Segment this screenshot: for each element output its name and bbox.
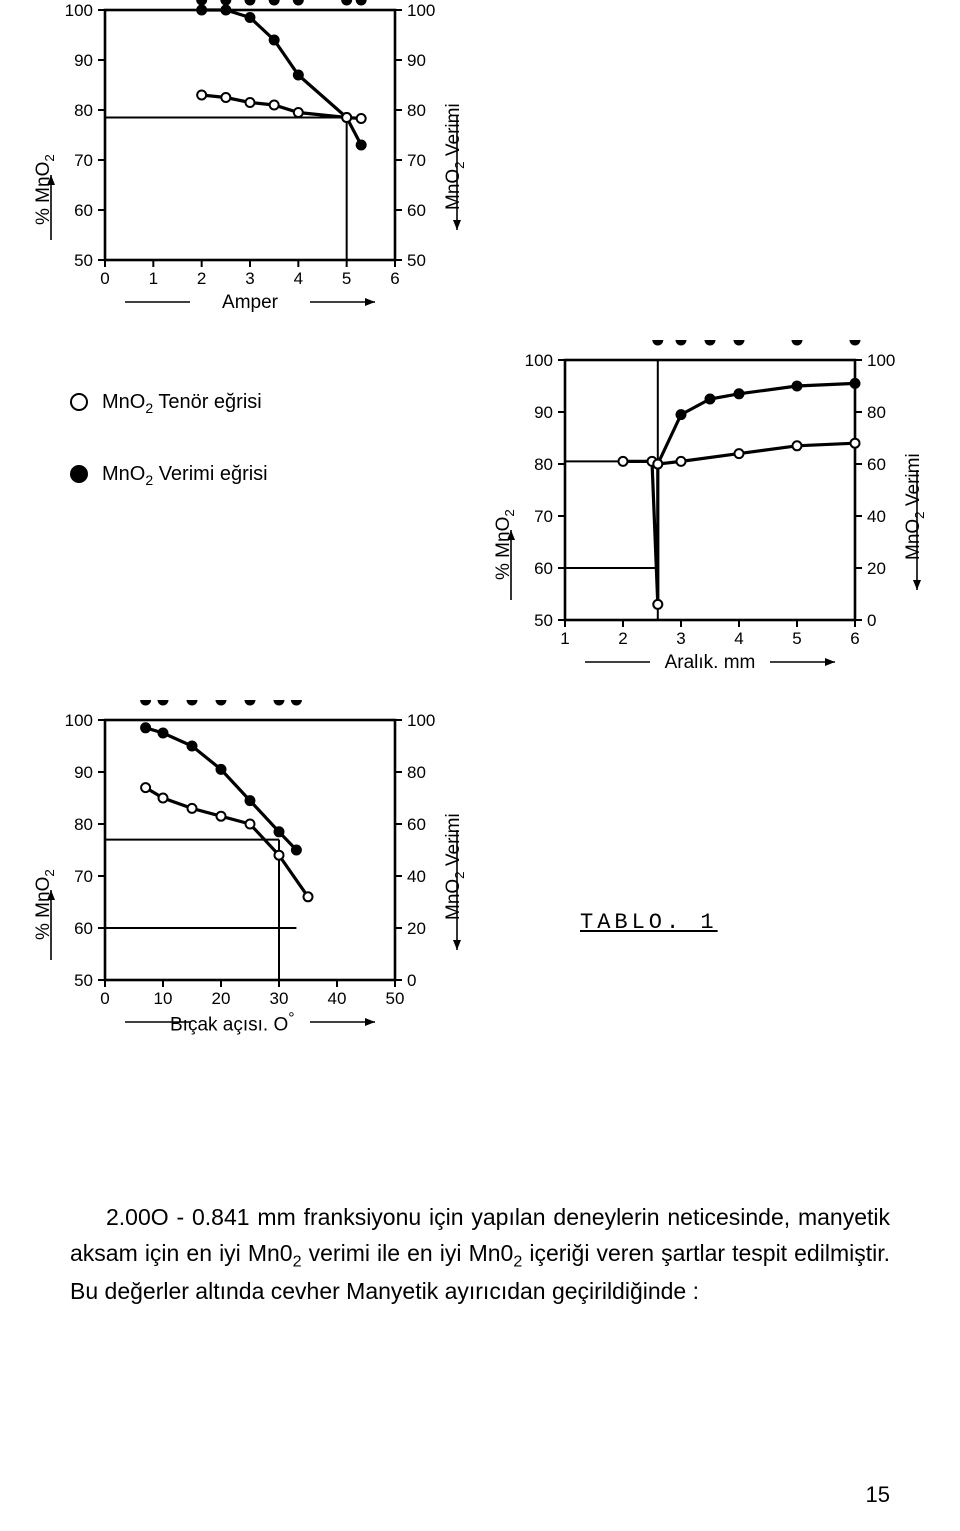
svg-text:50: 50: [74, 971, 93, 990]
body-paragraph: 2.00O - 0.841 mm franksiyonu için yapıla…: [70, 1200, 890, 1310]
svg-text:0: 0: [100, 269, 109, 288]
legend-item-verimi: MnO2 Verimi eğrisi: [70, 452, 268, 496]
filled-circle-icon: [70, 465, 88, 483]
svg-text:6: 6: [390, 269, 399, 288]
svg-text:40: 40: [407, 867, 426, 886]
svg-text:5: 5: [792, 629, 801, 648]
svg-text:80: 80: [74, 815, 93, 834]
svg-text:1: 1: [560, 629, 569, 648]
svg-text:0: 0: [407, 971, 416, 990]
chart-aralik: 1 2 3 4 5 6 50 60 70 80 90 100 0 20 40 60 80 100 Aralık. m…: [465, 340, 945, 715]
svg-text:70: 70: [74, 151, 93, 170]
svg-text:70: 70: [534, 507, 553, 526]
svg-text:30: 30: [270, 989, 289, 1008]
svg-text:90: 90: [534, 403, 553, 422]
svg-text:1: 1: [149, 269, 158, 288]
svg-text:90: 90: [74, 763, 93, 782]
svg-text:80: 80: [867, 403, 886, 422]
svg-text:90: 90: [74, 51, 93, 70]
svg-text:2: 2: [197, 269, 206, 288]
svg-text:60: 60: [867, 455, 886, 474]
svg-text:80: 80: [407, 101, 426, 120]
page: 012345650607080901005060708090100Amper% …: [10, 10, 950, 1520]
svg-text:60: 60: [74, 919, 93, 938]
svg-text:100: 100: [407, 1, 435, 20]
svg-text:Amper: Amper: [222, 292, 279, 313]
legend-label: MnO2 Verimi eğrisi: [102, 452, 268, 496]
svg-text:10: 10: [154, 989, 173, 1008]
chart-aralik-svg: 1 2 3 4 5 6 50 60 70 80 90 100 0 20 40 60 80 100 Aralık. m…: [465, 340, 945, 710]
svg-text:2: 2: [618, 629, 627, 648]
svg-text:100: 100: [65, 1, 93, 20]
svg-text:20: 20: [212, 989, 231, 1008]
svg-text:90: 90: [407, 51, 426, 70]
svg-text:50: 50: [386, 989, 405, 1008]
svg-text:Aralık. mm: Aralık. mm: [665, 652, 756, 673]
svg-text:100: 100: [407, 711, 435, 730]
svg-text:70: 70: [74, 867, 93, 886]
svg-text:60: 60: [74, 201, 93, 220]
open-circle-icon: [70, 393, 88, 411]
svg-text:70: 70: [407, 151, 426, 170]
chart-amper: 012345650607080901005060708090100Amper% …: [10, 0, 480, 345]
svg-text:0: 0: [867, 611, 876, 630]
svg-text:3: 3: [245, 269, 254, 288]
tablo-label: TABLO. 1: [580, 910, 718, 935]
svg-text:20: 20: [867, 559, 886, 578]
svg-text:6: 6: [850, 629, 859, 648]
svg-text:100: 100: [867, 351, 895, 370]
paragraph-text: 2.00O - 0.841 mm franksiyonu için yapıla…: [70, 1204, 890, 1304]
svg-text:100: 100: [65, 711, 93, 730]
svg-text:0: 0: [100, 989, 109, 1008]
svg-text:40: 40: [328, 989, 347, 1008]
svg-text:80: 80: [74, 101, 93, 120]
chart-bicak: 010203040505060708090100020406080100Bıça…: [10, 700, 480, 1075]
svg-text:5: 5: [342, 269, 351, 288]
chart-amper-svg: 012345650607080901005060708090100Amper% …: [10, 0, 480, 340]
chart-bicak-svg: 010203040505060708090100020406080100Bıça…: [10, 700, 480, 1070]
legend-item-tenor: MnO2 Tenör eğrisi: [70, 380, 268, 424]
svg-text:60: 60: [534, 559, 553, 578]
svg-text:4: 4: [294, 269, 303, 288]
svg-text:50: 50: [534, 611, 553, 630]
legend: MnO2 Tenör eğrisi MnO2 Verimi eğrisi: [70, 380, 268, 524]
page-number: 15: [866, 1482, 890, 1508]
svg-text:80: 80: [534, 455, 553, 474]
legend-label: MnO2 Tenör eğrisi: [102, 380, 262, 424]
svg-text:80: 80: [407, 763, 426, 782]
svg-text:60: 60: [407, 815, 426, 834]
svg-text:50: 50: [407, 251, 426, 270]
svg-text:3: 3: [676, 629, 685, 648]
svg-text:50: 50: [74, 251, 93, 270]
svg-text:100: 100: [525, 351, 553, 370]
svg-text:60: 60: [407, 201, 426, 220]
svg-text:20: 20: [407, 919, 426, 938]
svg-text:40: 40: [867, 507, 886, 526]
svg-text:4: 4: [734, 629, 743, 648]
